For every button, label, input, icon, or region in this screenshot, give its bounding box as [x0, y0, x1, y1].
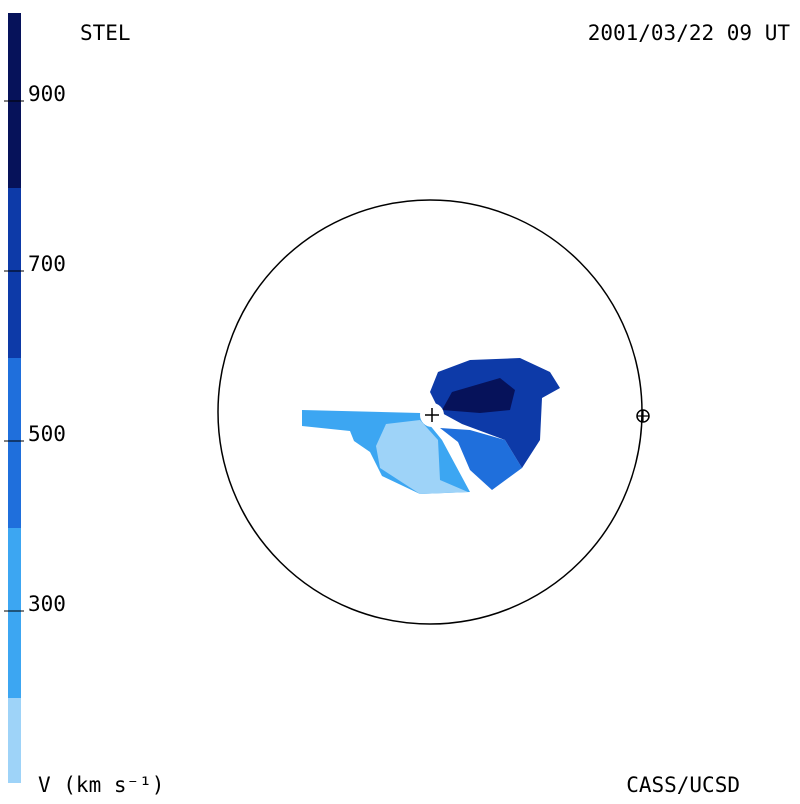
- earth-marker: [637, 410, 649, 422]
- tick-label: 700: [28, 252, 66, 276]
- timestamp: 2001/03/22 09 UT: [588, 21, 791, 45]
- velocity-map: [302, 358, 560, 494]
- orbit-circle: [217, 199, 643, 625]
- credit: CASS/UCSD: [626, 773, 740, 797]
- tick-label: 300: [28, 592, 66, 616]
- region: [442, 378, 515, 413]
- tick-label: 900: [28, 82, 66, 106]
- colorbar-ticks: 900 700 500 300: [4, 82, 66, 616]
- color-band: [8, 528, 21, 698]
- tick-label: 500: [28, 422, 66, 446]
- source-label: STEL: [80, 21, 131, 45]
- region: [376, 420, 468, 494]
- colorbar: [8, 13, 21, 783]
- region: [440, 428, 522, 490]
- region: [430, 358, 560, 468]
- color-band: [8, 698, 21, 783]
- color-band: [8, 358, 21, 528]
- unit-label: V (km s⁻¹): [38, 773, 164, 797]
- color-band: [8, 188, 21, 358]
- sun-marker: [425, 408, 439, 422]
